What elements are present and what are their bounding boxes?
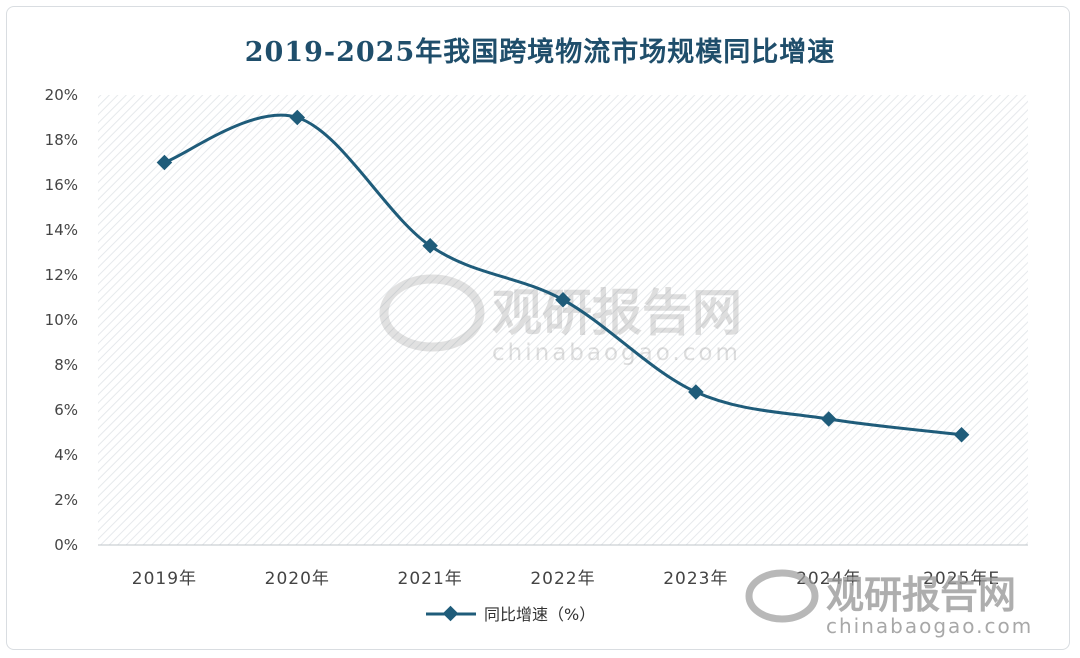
y-tick-label: 14% <box>45 221 78 239</box>
y-tick-label: 16% <box>45 176 78 194</box>
legend-label: 同比增速（%） <box>484 605 595 624</box>
watermark-center: 观研报告网 chinabaogao.com <box>379 274 742 366</box>
y-tick-label: 4% <box>54 446 78 464</box>
y-tick-label: 12% <box>45 266 78 284</box>
y-axis: 0% 2% 4% 6% 8% 10% 12% 14% 16% 18% 20% <box>45 86 78 554</box>
x-tick-label: 2023年 <box>663 569 728 589</box>
y-tick-label: 2% <box>54 491 78 509</box>
x-tick-label: 2025年E <box>923 569 1000 589</box>
x-tick-label: 2020年 <box>265 569 330 589</box>
y-tick-label: 20% <box>45 86 78 104</box>
watermark-corner-logo-icon <box>745 569 819 623</box>
y-tick-label: 6% <box>54 401 78 419</box>
y-tick-label: 10% <box>45 311 78 329</box>
y-tick-label: 8% <box>54 356 78 374</box>
x-tick-label: 2022年 <box>530 569 595 589</box>
watermark-corner-brand: 观研报告网 <box>826 573 1016 617</box>
y-tick-label: 18% <box>45 131 78 149</box>
x-tick-label: 2021年 <box>398 569 463 589</box>
chart-title: 2019-2025年我国跨境物流市场规模同比增速 <box>244 37 836 68</box>
x-axis: 2019年 2020年 2021年 2022年 2023年 2024年 2025年E <box>132 569 1000 589</box>
data-point-2 <box>422 237 438 254</box>
legend: 同比增速（%） <box>426 605 595 624</box>
watermark-corner-url: chinabaogao.com <box>826 614 1033 638</box>
x-tick-label: 2019年 <box>132 569 197 589</box>
y-tick-label: 0% <box>54 536 78 554</box>
data-point-0 <box>156 154 173 171</box>
watermark-corner: 观研报告网 chinabaogao.com <box>745 569 1033 638</box>
plot-area <box>98 95 1028 545</box>
watermark-logo-icon <box>379 274 485 352</box>
legend-marker-icon <box>442 605 459 622</box>
watermark-brand: 观研报告网 <box>492 284 742 342</box>
watermark-url: chinabaogao.com <box>492 340 741 366</box>
